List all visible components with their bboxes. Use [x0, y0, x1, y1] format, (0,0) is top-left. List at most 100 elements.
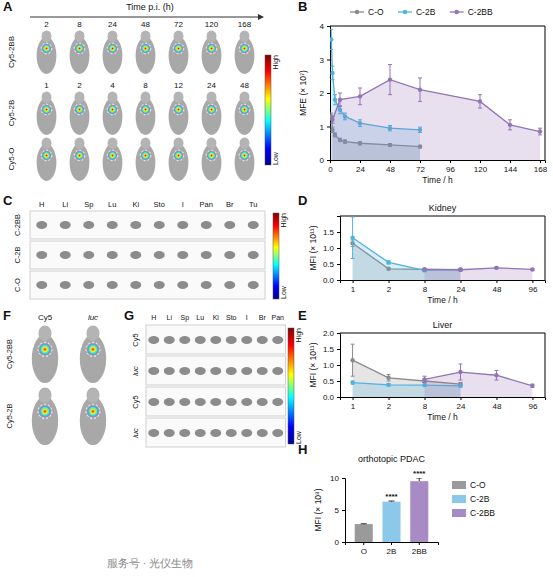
- tick-label: 8: [423, 402, 428, 411]
- mouse-body: [103, 98, 123, 135]
- tick: 8: [423, 397, 428, 411]
- error-bar: [387, 261, 391, 264]
- tick: 1.5: [323, 228, 340, 237]
- annotation: ****: [413, 469, 426, 478]
- point: [350, 358, 354, 362]
- mouse-image: [37, 30, 57, 74]
- tick-mark: [419, 542, 420, 545]
- tick: 24: [356, 160, 365, 174]
- time-label: 48: [240, 81, 249, 90]
- area: [425, 372, 533, 397]
- legend-swatch: [454, 10, 458, 14]
- organ-image: [224, 221, 235, 229]
- mouse-head: [42, 137, 52, 148]
- organ-image: [226, 336, 237, 344]
- mouse-body: [32, 334, 58, 383]
- signal: [207, 151, 216, 160]
- organ-label: H: [39, 200, 44, 209]
- tick-mark: [342, 510, 345, 511]
- error-bar: [338, 93, 342, 106]
- row-label: luc: [131, 428, 140, 438]
- time-label: 2: [77, 81, 82, 90]
- tick-mark: [450, 160, 451, 163]
- organ-image: [248, 281, 259, 289]
- organ-image: [195, 429, 206, 437]
- mouse-body: [80, 396, 106, 445]
- tick-label: 96: [446, 165, 455, 174]
- tick-mark: [327, 26, 330, 27]
- organ-image: [83, 251, 94, 259]
- axis-title: Time p.i. (h): [126, 2, 174, 12]
- point: [333, 98, 337, 102]
- tick-mark: [425, 397, 426, 400]
- organ-image: [107, 281, 118, 289]
- mouse-image: [103, 91, 123, 135]
- row-label: C-2B: [13, 246, 22, 263]
- point: [422, 267, 426, 271]
- tick: 1.5: [323, 345, 340, 354]
- error-bar: [494, 370, 498, 380]
- mouse-body: [70, 144, 90, 181]
- tick-label: 0.5: [323, 377, 335, 386]
- axis-title: MFE (× 10⁷): [298, 70, 308, 116]
- mouse-head: [207, 137, 217, 148]
- error-bar: [418, 78, 422, 101]
- time-label: 48: [141, 20, 150, 29]
- signal: [108, 44, 117, 53]
- tumor-outline: [206, 104, 217, 115]
- row-label: Cy5-2BB: [7, 36, 16, 68]
- row-frame: [30, 211, 265, 239]
- mouse-head: [207, 30, 217, 41]
- organ-image: [210, 367, 221, 375]
- organ-image: [224, 251, 235, 259]
- tick-label: 0.5: [323, 260, 335, 269]
- mouse-image: [235, 30, 255, 74]
- tick-mark: [460, 280, 461, 283]
- tick-mark: [337, 381, 340, 382]
- signal: [42, 44, 51, 53]
- time-label: 2: [44, 20, 49, 29]
- organ-image: [226, 429, 237, 437]
- tick-mark: [425, 280, 426, 283]
- line: [333, 80, 541, 132]
- tick: 5: [335, 506, 345, 515]
- colorbar-label: High: [272, 55, 280, 70]
- tick: 4: [320, 22, 330, 31]
- organ-label: Li: [167, 314, 173, 321]
- mouse-head: [141, 30, 151, 41]
- signal: [141, 151, 150, 160]
- mouse-image: [103, 30, 123, 74]
- axis-line: [341, 398, 546, 401]
- tumor-outline: [239, 150, 250, 161]
- mouse-image: [169, 91, 189, 135]
- tumor-outline: [173, 150, 184, 161]
- organ-image: [257, 398, 268, 406]
- axis-title: Time / h: [422, 175, 453, 185]
- error-bar: [387, 375, 391, 381]
- organ-label: Sp: [84, 200, 93, 209]
- column-label: luc: [88, 313, 98, 322]
- tick: 1: [351, 397, 356, 411]
- tumor-outline: [107, 43, 118, 54]
- organ-image: [177, 281, 188, 289]
- error-bar: [508, 120, 512, 130]
- tick-label: 8: [423, 285, 428, 294]
- axis-line: [545, 216, 546, 280]
- axis-line: [331, 161, 546, 164]
- mouse-head: [108, 137, 118, 148]
- legend-swatch: [452, 509, 466, 517]
- tick: 2.0: [323, 329, 340, 338]
- tumor-outline: [206, 150, 217, 161]
- mouse-image: [37, 91, 57, 135]
- error-bar: [330, 29, 333, 49]
- colorbar: [288, 328, 294, 444]
- tumor-outline: [41, 43, 52, 54]
- organ-image: [83, 281, 94, 289]
- row-frame: [146, 418, 286, 447]
- organ-image: [201, 251, 212, 259]
- bar: [382, 502, 400, 542]
- axis: 024487296120144168: [328, 160, 547, 174]
- point: [508, 123, 512, 127]
- tick: 96: [528, 280, 537, 294]
- organ-label: Ki: [213, 314, 220, 321]
